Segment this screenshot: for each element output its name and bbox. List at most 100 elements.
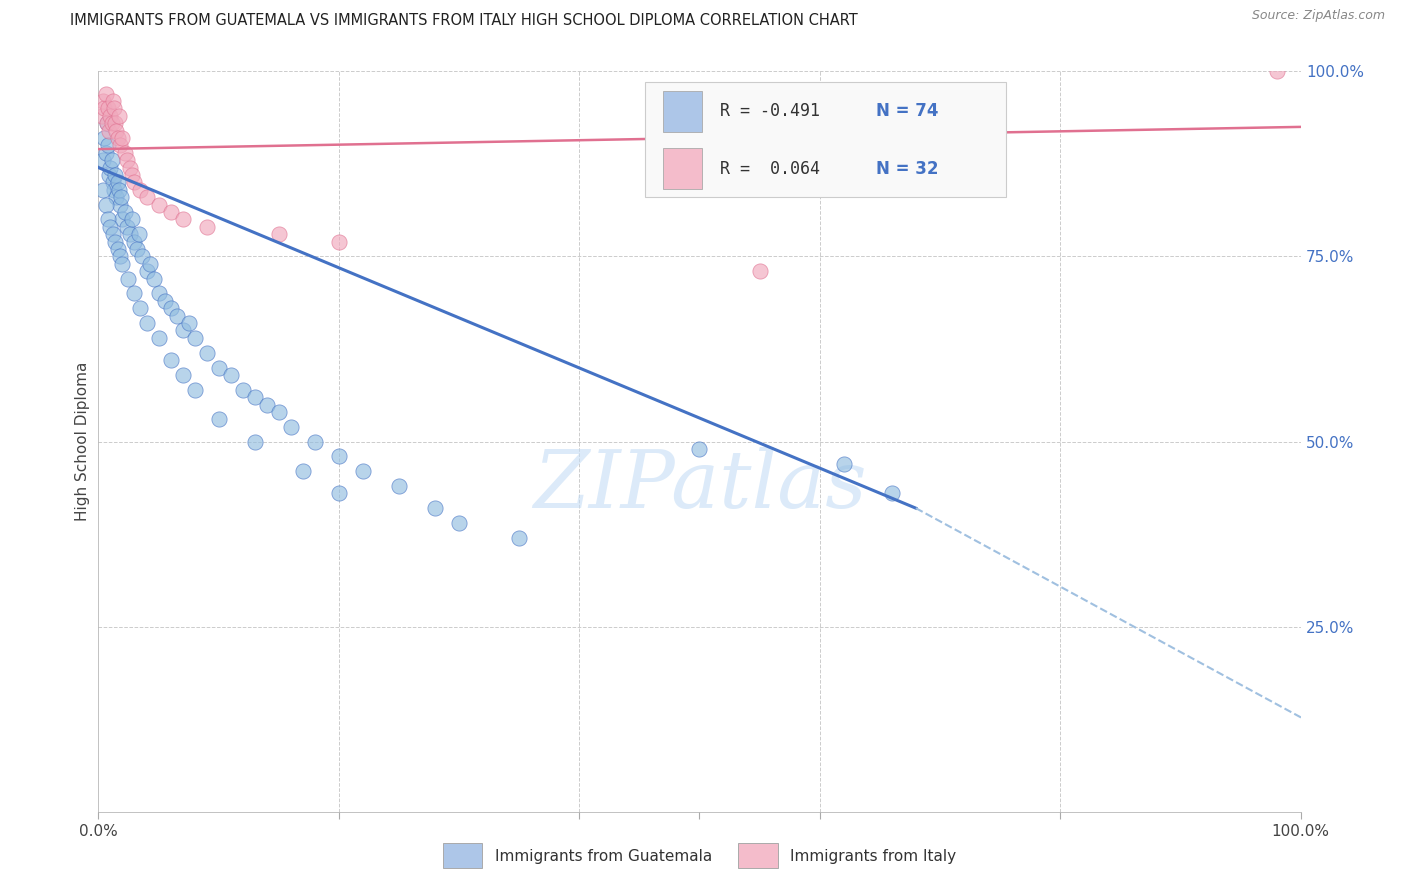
Point [108,250,131,264]
Point [96,116,118,130]
Point [183,383,205,397]
Point [328,486,350,500]
Point [107,175,129,190]
Point [352,464,374,478]
Point [256,397,278,411]
Point [267,227,290,242]
Point [108,109,131,123]
Text: IMMIGRANTS FROM GUATEMALA VS IMMIGRANTS FROM ITALY HIGH SCHOOL DIPLOMA CORRELATI: IMMIGRANTS FROM GUATEMALA VS IMMIGRANTS … [70,13,858,29]
Point [243,434,266,449]
Point [748,264,770,278]
Point [103,102,125,116]
Point [153,293,176,308]
Point [124,175,146,190]
Point [114,145,136,160]
Point [101,227,124,242]
FancyBboxPatch shape [645,82,1007,197]
Point [100,116,122,130]
Point [117,219,139,234]
Point [304,434,326,449]
Point [94,197,117,211]
Point [104,235,127,249]
Point [100,153,122,168]
Point [100,161,122,175]
Point [291,464,314,478]
Point [110,190,132,204]
Point [328,450,350,464]
Point [114,205,136,219]
Point [1265,64,1288,78]
Point [118,161,141,175]
Point [195,219,218,234]
Point [111,212,134,227]
Point [94,145,117,160]
Point [105,190,128,204]
Point [125,242,148,256]
Point [508,531,530,545]
Point [91,94,114,108]
Point [142,271,165,285]
Point [91,183,114,197]
Point [166,309,188,323]
Point [108,138,131,153]
Point [107,242,129,256]
Point [105,123,128,137]
Point [94,87,117,101]
Point [172,212,194,227]
Text: Immigrants from Italy: Immigrants from Italy [790,849,956,863]
Point [101,175,124,190]
Point [689,442,711,456]
Point [135,316,157,330]
Y-axis label: High School Diploma: High School Diploma [75,362,90,521]
Point [91,109,114,123]
Point [280,419,302,434]
Point [135,264,157,278]
Point [121,168,143,182]
Point [97,212,120,227]
Point [159,301,181,316]
Point [159,353,181,368]
Point [111,131,134,145]
Point [93,102,115,116]
Point [183,331,205,345]
Point [96,116,118,130]
Text: N = 32: N = 32 [876,160,939,178]
Point [103,183,125,197]
Point [100,219,122,234]
Point [124,235,146,249]
Point [447,516,470,530]
Point [129,301,152,316]
Text: R = -0.491: R = -0.491 [720,103,820,120]
Point [111,257,134,271]
Point [148,286,170,301]
Point [117,271,139,285]
Point [97,102,120,116]
Point [232,383,254,397]
Point [208,360,231,375]
Point [172,324,194,338]
Text: ZIPatlas: ZIPatlas [533,447,866,524]
Point [195,345,218,359]
Point [135,190,157,204]
Point [267,405,290,419]
Point [148,331,170,345]
Point [388,479,411,493]
Point [107,131,129,145]
Point [219,368,242,382]
Point [423,501,446,516]
Point [108,197,131,211]
Text: Source: ZipAtlas.com: Source: ZipAtlas.com [1251,9,1385,22]
FancyBboxPatch shape [664,148,702,189]
Point [243,390,266,404]
Point [124,286,146,301]
Point [104,168,127,182]
Point [208,412,231,426]
Point [101,94,124,108]
FancyBboxPatch shape [664,91,702,131]
Point [139,257,162,271]
Text: Immigrants from Guatemala: Immigrants from Guatemala [495,849,713,863]
Point [100,109,122,123]
Point [832,457,855,471]
Point [128,227,150,242]
Point [117,153,139,168]
